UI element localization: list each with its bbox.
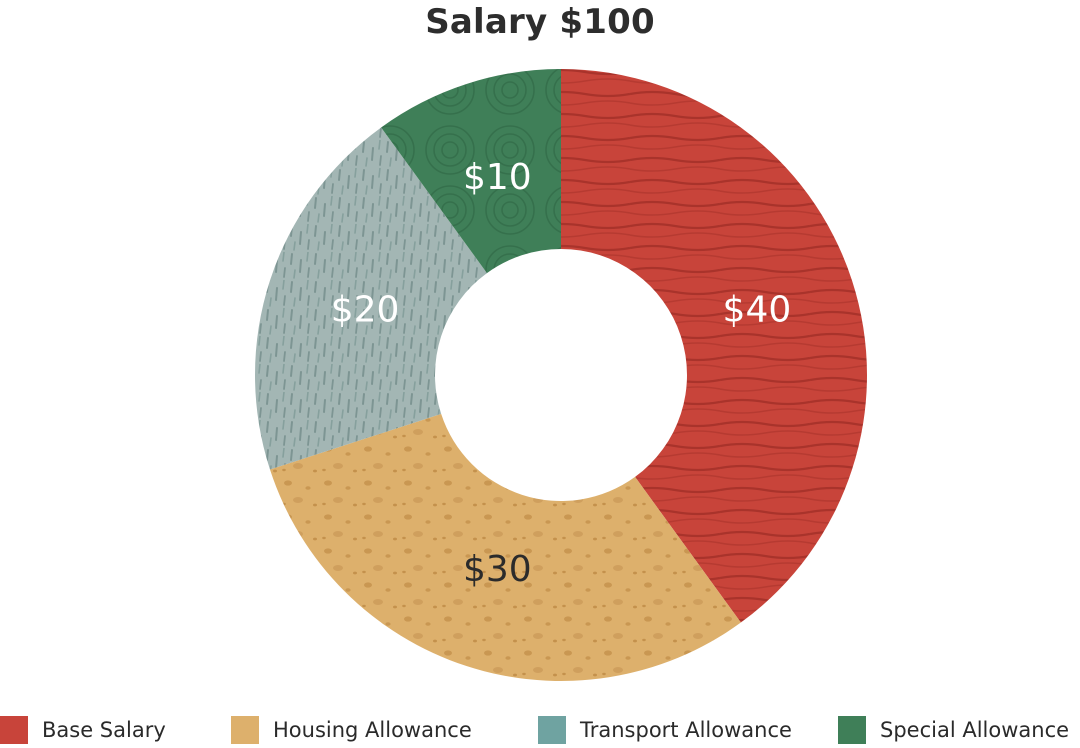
data-label-base-salary: $40	[723, 289, 792, 330]
chart-legend: Base Salary Housing Allowance Transport Al…	[0, 716, 1080, 748]
legend-swatch	[231, 716, 259, 744]
slice-housing-allowance	[269, 413, 741, 681]
legend-swatch	[838, 716, 866, 744]
slice-transport-allowance	[255, 127, 487, 470]
legend-swatch	[0, 716, 28, 744]
legend-item-transport-allowance: Transport Allowance	[538, 716, 792, 744]
legend-item-base-salary: Base Salary	[0, 716, 166, 744]
legend-item-housing-allowance: Housing Allowance	[231, 716, 472, 744]
slice-special-allowance	[381, 69, 561, 274]
data-label-transport-allowance: $20	[331, 289, 400, 330]
legend-item-special-allowance: Special Allowance	[838, 716, 1069, 744]
legend-swatch	[538, 716, 566, 744]
data-label-special-allowance: $10	[463, 157, 532, 198]
legend-label: Base Salary	[42, 718, 166, 742]
legend-label: Transport Allowance	[580, 718, 792, 742]
chart-title: Salary $100	[425, 2, 655, 42]
legend-label: Special Allowance	[880, 718, 1070, 742]
slice-base-salary	[561, 69, 868, 623]
legend-label: Housing Allowance	[273, 718, 472, 742]
data-label-housing-allowance: $30	[463, 549, 532, 590]
donut-chart: $40 $30 $20 $10	[255, 69, 868, 681]
